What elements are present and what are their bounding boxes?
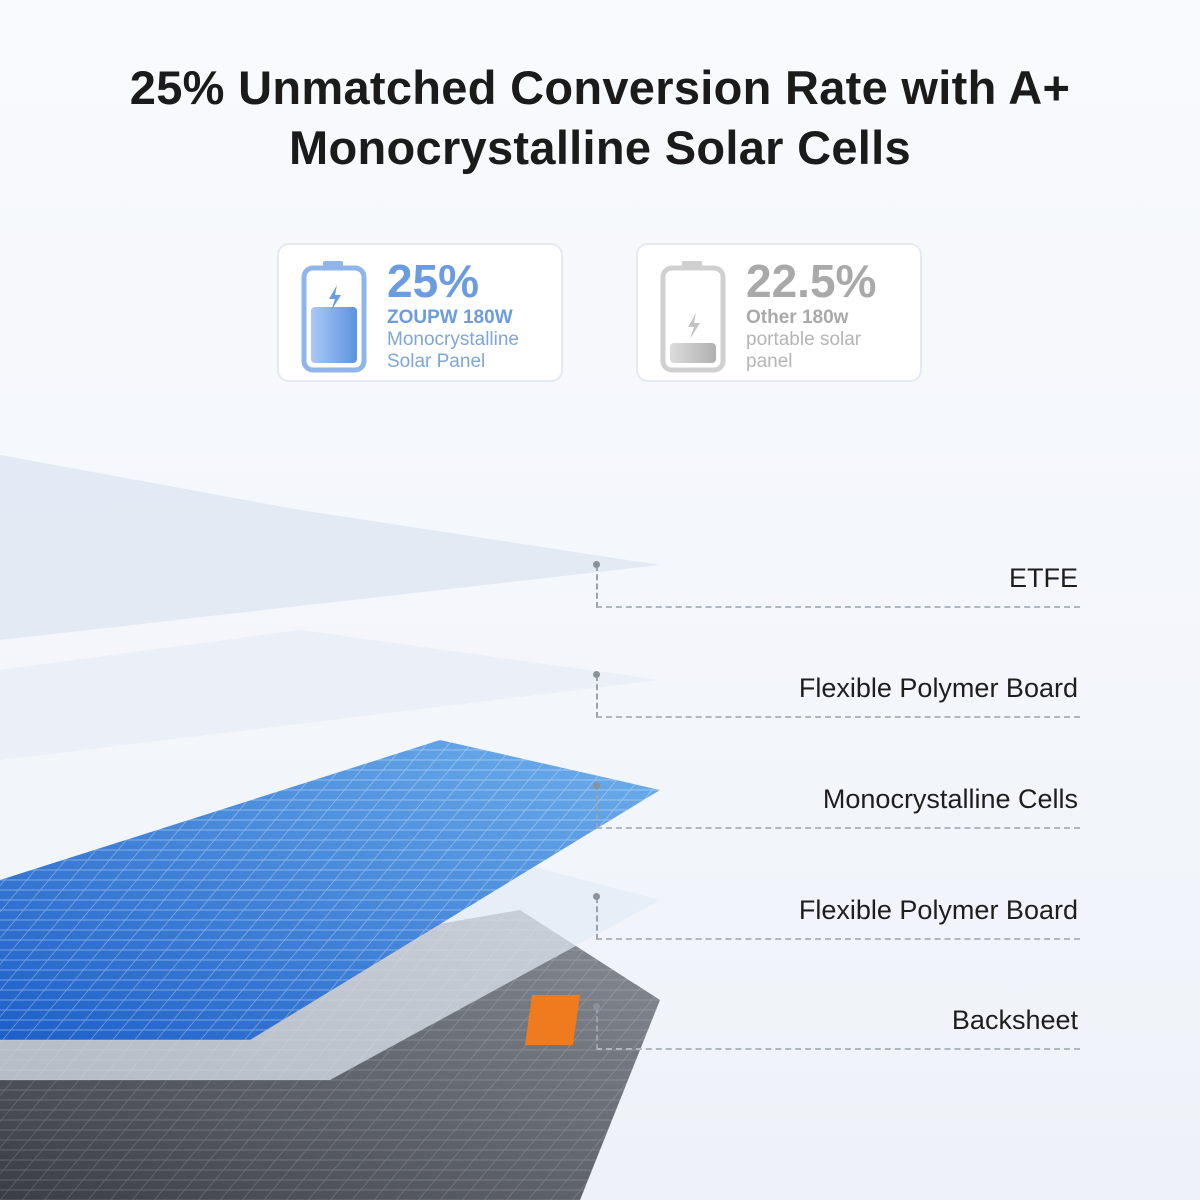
lightning-icon bbox=[329, 285, 341, 311]
solar-panel-layers-illustration bbox=[0, 455, 660, 1200]
layer-label-cells: Monocrystalline Cells bbox=[822, 784, 1078, 814]
callout-dot bbox=[593, 893, 600, 900]
other-efficiency-card: 22.5% Other 180w portable solar panel bbox=[636, 243, 922, 382]
callout-leader-line bbox=[593, 561, 1080, 608]
callout-dot bbox=[593, 782, 600, 789]
layer-label-etfe: ETFE bbox=[1008, 563, 1078, 593]
etfe-layer bbox=[0, 455, 660, 640]
callout-dot bbox=[593, 671, 600, 678]
battery-icon bbox=[660, 261, 726, 373]
battery-icon bbox=[301, 261, 367, 373]
layer-label-polymer-board-2: Flexible Polymer Board bbox=[798, 895, 1078, 925]
lightning-icon bbox=[688, 313, 700, 339]
layer-label-backsheet: Backsheet bbox=[951, 1005, 1078, 1035]
callout-leader-line bbox=[593, 782, 1080, 829]
callout-dot bbox=[593, 1003, 600, 1010]
page-title: 25% Unmatched Conversion Rate with A+ Mo… bbox=[129, 61, 1071, 174]
callout-dot bbox=[593, 561, 600, 568]
orange-corner bbox=[524, 995, 580, 1045]
layer-label-polymer-board: Flexible Polymer Board bbox=[798, 673, 1078, 703]
callout-leader-line bbox=[593, 893, 1080, 940]
polymer-board-layer-1 bbox=[0, 630, 660, 760]
callout-leader-line bbox=[593, 671, 1080, 718]
zoupw-efficiency-card: 25% ZOUPW 180W Monocrystalline Solar Pan… bbox=[277, 243, 563, 382]
callout-leader-line bbox=[593, 1003, 1080, 1050]
